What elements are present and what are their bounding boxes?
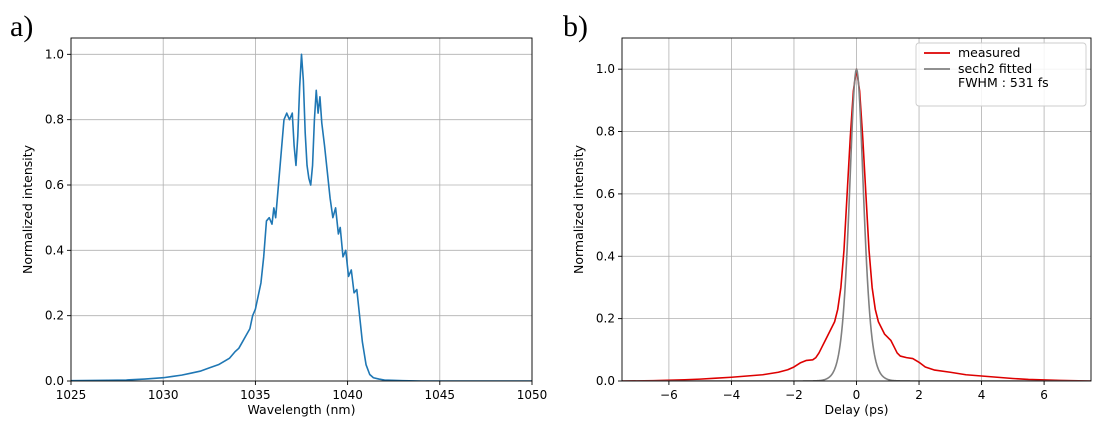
legend-box: [915, 42, 1087, 107]
series-line-spectrum: [71, 53, 532, 381]
chart-panel-b: b) −6 −4 −2 0 2 4 6 0.0 0.2 0.4 0.6 0.8 1.0 Delay (ps)…: [563, 10, 1092, 417]
legend-entry-line: FWHM : 531 fs: [958, 75, 1049, 90]
x-tick-label: 1025: [56, 388, 87, 402]
y-tick-label: 0.6: [596, 187, 615, 201]
legend-entry-line: sech2 fitted: [958, 61, 1032, 76]
panel-label: a): [10, 10, 33, 43]
x-tick-label: 4: [978, 388, 986, 402]
legend-entry: measured: [958, 45, 1020, 60]
y-axis-label: Normalized intensity: [571, 144, 586, 274]
x-tick-label: −6: [660, 388, 678, 402]
x-tick-label: 1040: [332, 388, 363, 402]
y-tick-label: 0.4: [596, 249, 615, 263]
x-tick-label: 1030: [148, 388, 179, 402]
x-axis-label: Delay (ps): [824, 402, 888, 417]
y-tick-label: 1.0: [596, 62, 615, 76]
axes-frame: [70, 37, 533, 382]
y-tick-label: 0.8: [596, 125, 615, 139]
x-tick-label: 1050: [517, 388, 548, 402]
y-tick-label: 1.0: [45, 47, 64, 61]
x-tick-label: 0: [853, 388, 861, 402]
y-tick-label: 0.2: [45, 309, 64, 323]
y-axis-label: Normalized intensity: [20, 144, 35, 274]
series-group: [71, 53, 532, 381]
y-tick-label: 0.4: [45, 243, 64, 257]
x-tick-label: 2: [915, 388, 923, 402]
x-tick-label: −4: [723, 388, 741, 402]
x-tick-label: −2: [785, 388, 803, 402]
grid: [70, 38, 533, 382]
x-axis-label: Wavelength (nm): [248, 402, 356, 417]
series-line-sech2-fitted: [622, 68, 1091, 381]
y-tick-label: 0.0: [596, 374, 615, 388]
x-tick-label: 6: [1040, 388, 1048, 402]
legend-entry: sech2 fitted FWHM : 531 fs: [958, 61, 1049, 90]
series-group: [622, 68, 1091, 381]
y-tick-label: 0.2: [596, 312, 615, 326]
y-tick-label: 0.0: [45, 374, 64, 388]
y-tick-label: 0.8: [45, 113, 64, 127]
chart-panel-a: a) 1025 1030 1035 1040 1045 1050 0.0 0.2 0.4 0.6 0.…: [10, 10, 547, 417]
legend-entry-line: measured: [958, 45, 1020, 60]
y-tick-label: 0.6: [45, 178, 64, 192]
panel-label: b): [563, 10, 588, 43]
x-tick-label: 1035: [240, 388, 271, 402]
x-tick-label: 1045: [425, 388, 456, 402]
